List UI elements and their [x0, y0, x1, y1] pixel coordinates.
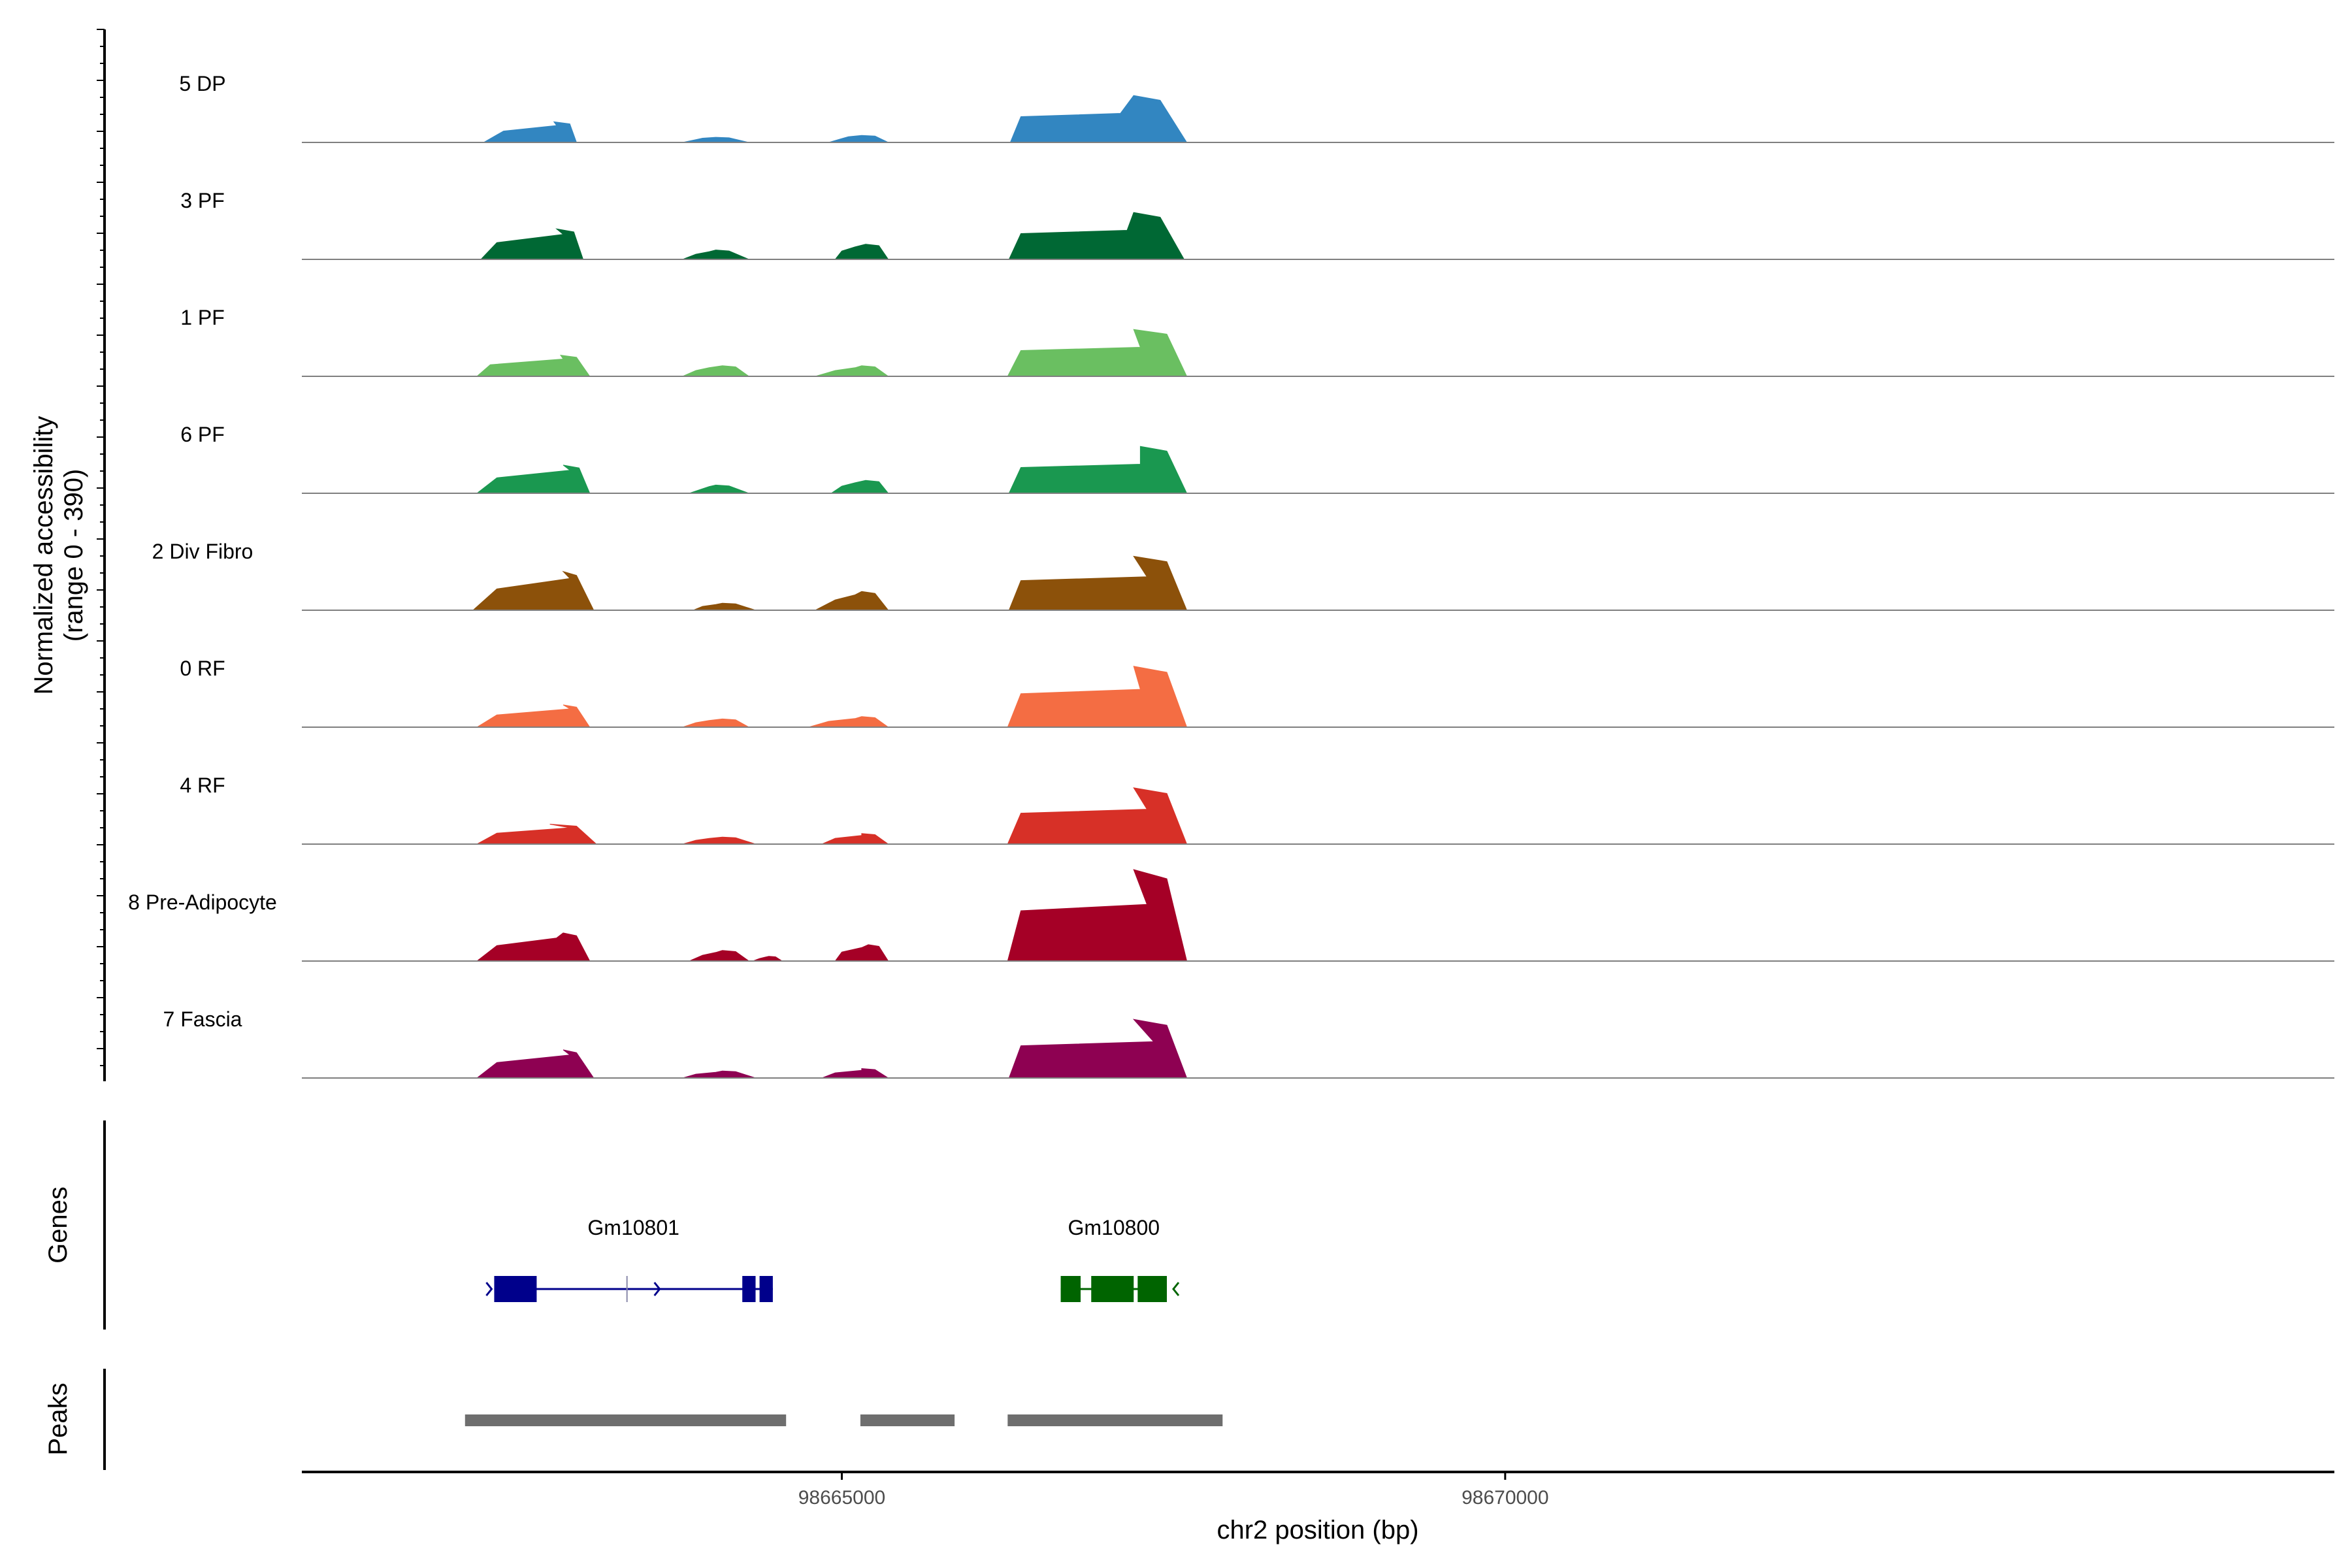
- track-label: 1 PF: [180, 306, 225, 329]
- coverage-peak: [682, 250, 749, 260]
- coverage-peak: [828, 135, 889, 143]
- coverage-peak: [1007, 666, 1188, 728]
- coverage-peak: [834, 944, 889, 962]
- coverage-peak: [689, 484, 749, 494]
- gene-gm10801: Gm10801: [485, 1216, 773, 1302]
- coverage-peak: [1007, 787, 1188, 845]
- genes-panel: Gm10801 Gm10800: [485, 1216, 1180, 1302]
- y-axis-title: Normalized accessibility (range 0 - 390): [29, 416, 88, 695]
- track-4-rf: 4 RF: [180, 774, 2334, 845]
- track-label: 5 DP: [179, 72, 225, 95]
- coverage-peak: [808, 716, 890, 728]
- gene-exon: [1137, 1276, 1168, 1302]
- track-7-fascia: 7 Fascia: [163, 1007, 2334, 1079]
- coverage-peak: [482, 121, 578, 143]
- y-axis-title-line1: Normalized accessibility: [29, 416, 58, 695]
- track-8-pre-adipocyte: 8 Pre-Adipocyte: [128, 869, 2334, 962]
- coverage-peak: [1008, 1019, 1188, 1079]
- coverage-peak: [1008, 446, 1188, 494]
- coverage-peak: [1007, 869, 1188, 962]
- peaks-panel: [465, 1414, 1223, 1426]
- coverage-peak: [1009, 95, 1188, 143]
- coverage-peak: [1008, 212, 1185, 260]
- coverage-peak: [476, 1049, 595, 1079]
- coverage-peak: [693, 602, 756, 611]
- coverage-peak: [682, 137, 749, 143]
- x-tick-label: 98670000: [1462, 1487, 1548, 1509]
- coverage-peak: [815, 591, 889, 611]
- coverage-peak: [821, 1068, 890, 1079]
- peak-region: [860, 1414, 955, 1426]
- track-3-pf: 3 PF: [180, 189, 2334, 260]
- track-label: 8 Pre-Adipocyte: [128, 890, 277, 914]
- track-label: 0 RF: [180, 657, 225, 680]
- coverage-peak: [682, 365, 750, 377]
- strand-arrow: [485, 1282, 493, 1296]
- coverage-peak: [1008, 555, 1188, 611]
- y-axis-title-line2: (range 0 - 390): [59, 469, 88, 642]
- genes-panel-label: Genes: [44, 1186, 73, 1264]
- track-0-rf: 0 RF: [180, 657, 2334, 728]
- gene-exon: [1091, 1276, 1134, 1302]
- gene-exon: [1060, 1276, 1081, 1302]
- coverage-peak: [815, 365, 890, 377]
- coverage-peak: [476, 704, 591, 728]
- coverage-peak: [476, 465, 591, 494]
- coverage-peak: [834, 244, 889, 260]
- track-label: 6 PF: [180, 423, 225, 446]
- gene-exon: [742, 1276, 756, 1302]
- peaks-panel-label: Peaks: [44, 1382, 73, 1455]
- gene-label: Gm10801: [587, 1216, 679, 1239]
- coverage-peak: [821, 833, 890, 845]
- gene-exon: [759, 1276, 773, 1302]
- coverage-peak: [476, 824, 598, 845]
- gene-gm10800: Gm10800: [1060, 1216, 1180, 1302]
- coverage-peak: [689, 950, 750, 962]
- track-label: 7 Fascia: [163, 1007, 242, 1031]
- track-5-dp: 5 DP: [179, 72, 2334, 143]
- gene-exon: [494, 1276, 537, 1302]
- coverage-peak: [682, 836, 756, 845]
- coverage-peak: [472, 570, 595, 611]
- track-label: 4 RF: [180, 774, 225, 797]
- track-2-div-fibro: 2 Div Fibro: [152, 540, 2334, 611]
- coverage-peak: [753, 956, 783, 962]
- track-6-pf: 6 PF: [180, 423, 2334, 494]
- x-axis-title: chr2 position (bp): [1217, 1516, 1418, 1544]
- peak-region: [1007, 1414, 1223, 1426]
- x-axis-ticks: 98665000 98670000: [798, 1472, 1549, 1509]
- coverage-peak: [476, 932, 591, 962]
- coverage-peak: [1007, 329, 1188, 377]
- coverage-peak: [480, 228, 584, 260]
- track-1-pf: 1 PF: [180, 306, 2334, 377]
- coverage-peak: [476, 355, 591, 377]
- strand-arrow: [1172, 1282, 1180, 1296]
- track-label: 3 PF: [180, 189, 225, 212]
- strand-arrow: [653, 1282, 661, 1296]
- gene-label: Gm10800: [1068, 1216, 1160, 1239]
- coverage-peak: [682, 1070, 756, 1079]
- x-tick-label: 98665000: [798, 1487, 885, 1509]
- coverage-peak: [830, 480, 889, 494]
- track-label: 2 Div Fibro: [152, 540, 253, 563]
- coverage-tracks: 5 DP 3 PF 1 PF 6 PF 2 Div Fibro 0 RF 4 RF 8 Pre…: [128, 72, 2334, 1079]
- peak-region: [465, 1414, 787, 1426]
- tracks-y-ticks: [97, 29, 105, 1066]
- coverage-peak: [682, 718, 751, 728]
